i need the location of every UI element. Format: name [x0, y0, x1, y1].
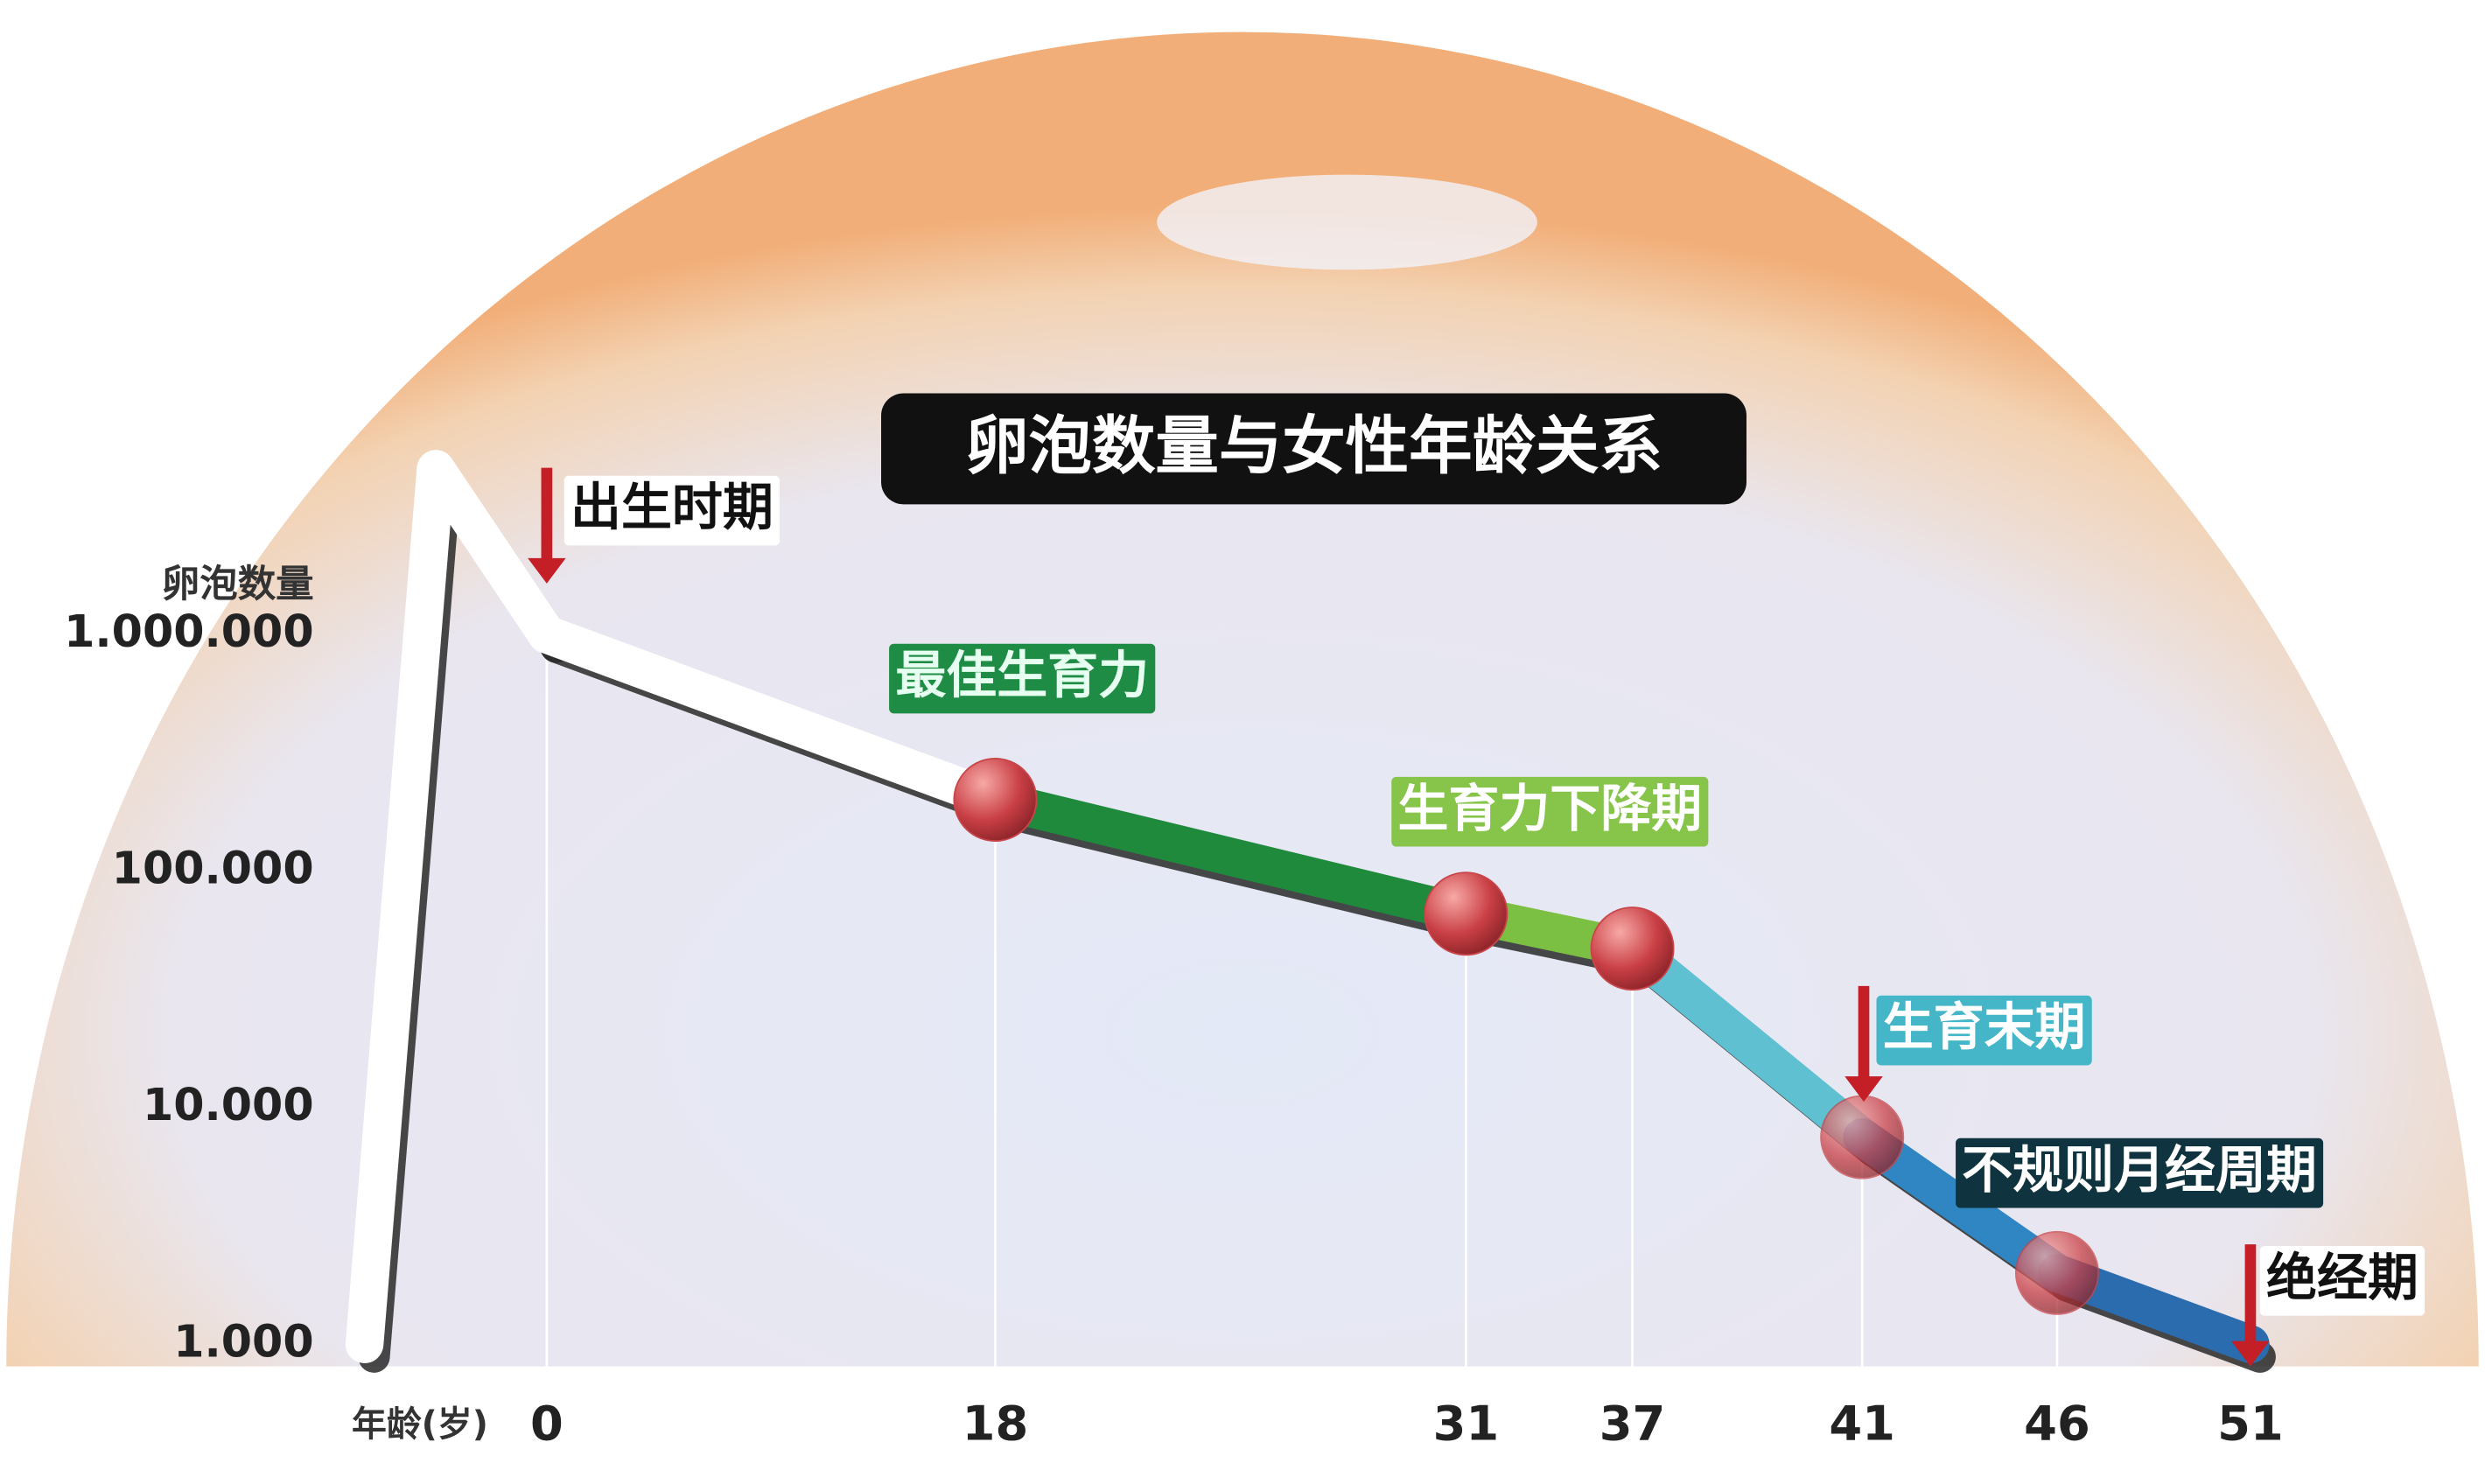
- annotation: 绝经期: [2266, 1248, 2418, 1307]
- x-tick-label: 46: [2024, 1396, 2090, 1452]
- marker: [953, 758, 1038, 843]
- annotation-box: [1876, 995, 2092, 1066]
- chart-title: 卵泡数量与女性年龄关系: [965, 410, 1662, 484]
- arrow-head: [2231, 1340, 2270, 1367]
- annotation: 最佳生育力: [895, 646, 1149, 705]
- annotation: 生育力下降期: [1398, 779, 1703, 838]
- annotation: 不规则月经周期: [1962, 1140, 2317, 1200]
- marker: [2014, 1230, 2099, 1315]
- segment: [976, 780, 1486, 933]
- annotation-box: [564, 475, 780, 546]
- annotation-box: [1391, 776, 1709, 847]
- segment: [528, 615, 1015, 819]
- annotation-box: [2259, 1245, 2426, 1316]
- x-tick-label: 18: [962, 1396, 1029, 1452]
- segment: [345, 450, 455, 1363]
- x-tick-label: 51: [2217, 1396, 2284, 1452]
- y-tick-label: 1.000.000: [64, 606, 313, 657]
- annotation-box: [1956, 1138, 2324, 1208]
- x-axis-label: 年龄(岁): [352, 1404, 488, 1445]
- segment: [416, 450, 566, 654]
- annotation: 出生时期: [570, 478, 774, 537]
- x-tick-label: 37: [1600, 1396, 1666, 1452]
- y-tick-label: 100.000: [112, 842, 314, 893]
- y-axis-label: 卵泡数量: [162, 563, 314, 606]
- marker: [1820, 1095, 1905, 1180]
- x-tick-label: 41: [1829, 1396, 1895, 1452]
- segment: [1613, 929, 1881, 1157]
- annotation: 生育末期: [1883, 998, 2086, 1057]
- marker: [1590, 906, 1675, 991]
- arrow-head: [1844, 1076, 1883, 1102]
- arrow-head: [528, 557, 566, 584]
- highlight: [1157, 174, 1537, 270]
- marker: [1424, 872, 1508, 956]
- annotation-box: [889, 643, 1156, 714]
- x-tick-label: 0: [530, 1396, 564, 1452]
- x-tick-label: 31: [1433, 1396, 1500, 1452]
- y-tick-label: 10.000: [143, 1079, 314, 1130]
- title-box: [881, 393, 1746, 505]
- y-tick-label: 1.000: [173, 1315, 313, 1367]
